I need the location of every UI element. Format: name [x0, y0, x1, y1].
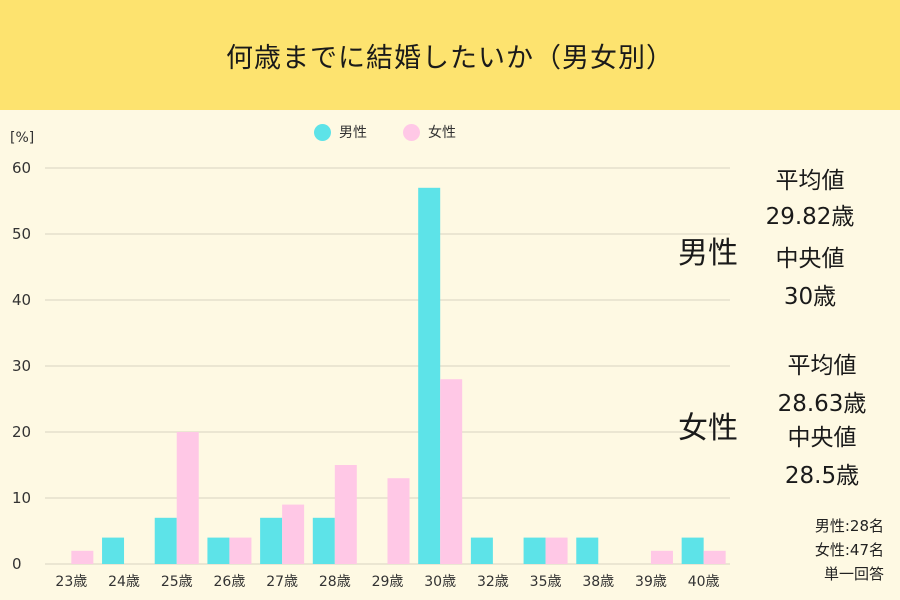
x-tick-label: 25歳	[161, 574, 193, 590]
y-tick-label: 50	[12, 225, 31, 243]
bar-female	[282, 504, 305, 564]
male-stats-label: 男性	[678, 236, 738, 271]
legend-label-male: 男性	[339, 125, 367, 141]
bar-male	[576, 537, 599, 564]
bar-female	[545, 537, 568, 564]
x-tick-label: 28歳	[319, 574, 351, 590]
bar-male	[207, 537, 230, 564]
x-tick-label: 32歳	[477, 574, 509, 590]
x-tick-label: 30歳	[424, 574, 456, 590]
footnote-male-count: 男性:28名	[814, 517, 884, 535]
male-stats: 平均値 29.82歳 中央値 30歳	[745, 170, 875, 324]
x-tick-label: 26歳	[214, 574, 246, 590]
bar-female	[650, 550, 673, 564]
bar-female	[176, 432, 199, 564]
footnote-female-count: 女性:47名	[814, 541, 884, 559]
male-mean-value: 29.82歳	[765, 204, 855, 230]
x-tick-label: 27歳	[266, 574, 298, 590]
bar-male	[418, 187, 441, 565]
bar-male	[681, 537, 704, 564]
y-tick-label: 20	[12, 423, 31, 441]
bar-male	[154, 517, 177, 564]
female-stats: 平均値 28.63歳 中央値 28.5歳	[757, 355, 887, 503]
bar-female	[440, 379, 463, 564]
female-mean-label: 平均値	[787, 353, 857, 379]
x-tick-label: 24歳	[108, 574, 140, 590]
x-tick-label: 38歳	[582, 574, 614, 590]
legend-item-female: 女性	[403, 122, 456, 142]
footnote: 男性:28名 女性:47名 単一回答	[764, 514, 884, 586]
y-tick-label: 0	[12, 555, 22, 573]
x-tick-label: 23歳	[55, 574, 87, 590]
female-stats-label: 女性	[678, 411, 738, 446]
x-tick-label: 29歳	[372, 574, 404, 590]
bar-male	[523, 537, 546, 564]
male-mean-label: 平均値	[775, 168, 845, 194]
x-tick-label: 40歳	[688, 574, 720, 590]
y-axis-label: [%]	[10, 130, 34, 146]
bar-male	[102, 537, 125, 564]
bar-female	[229, 537, 252, 564]
bar-female	[334, 465, 357, 564]
female-median-label: 中央値	[787, 425, 857, 451]
bar-female	[71, 550, 94, 564]
y-tick-label: 30	[12, 357, 31, 375]
female-median-value: 28.5歳	[784, 463, 860, 489]
chart-title: 何歳までに結婚したいか（男女別）	[226, 42, 674, 74]
bar-female	[703, 550, 726, 564]
y-tick-label: 60	[12, 159, 31, 177]
female-mean-value: 28.63歳	[777, 391, 867, 417]
y-tick-label: 40	[12, 291, 31, 309]
legend: 男性 女性	[0, 122, 900, 142]
legend-label-female: 女性	[428, 125, 456, 141]
male-median-label: 中央値	[775, 246, 845, 272]
legend-swatch-female	[403, 123, 420, 141]
footnote-answer-type: 単一回答	[823, 565, 884, 583]
bar-male	[260, 517, 283, 564]
bar-male	[470, 537, 493, 564]
x-tick-label: 39歳	[635, 574, 667, 590]
x-tick-label: 35歳	[530, 574, 562, 590]
title-banner: 何歳までに結婚したいか（男女別）	[0, 0, 900, 110]
legend-swatch-male	[314, 123, 331, 141]
legend-item-male: 男性	[314, 122, 367, 142]
male-median-value: 30歳	[783, 284, 837, 310]
y-tick-label: 10	[12, 489, 31, 507]
bar-female	[387, 478, 410, 564]
bar-male	[312, 517, 335, 564]
